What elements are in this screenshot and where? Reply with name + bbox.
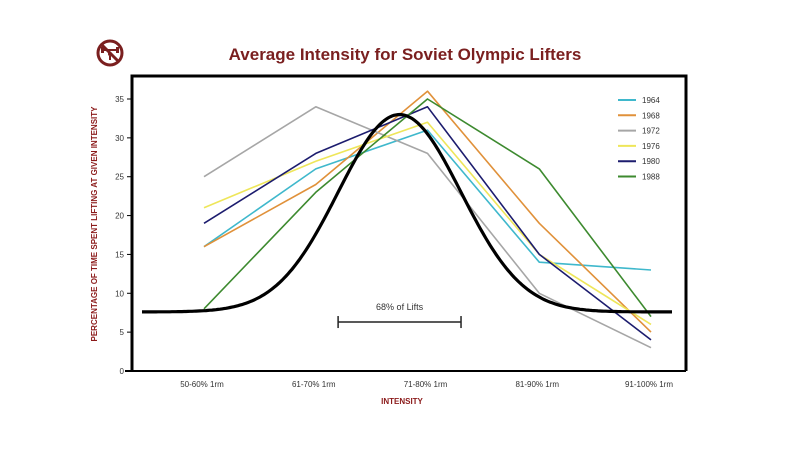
y-tick-label: 15 (115, 250, 124, 259)
y-tick-label: 10 (115, 289, 124, 298)
x-axis-ticks: 50-60% 1rm 61-70% 1rm 71-80% 1rm 81-90% 1rm… (180, 380, 673, 389)
y-tick-label: 30 (115, 134, 124, 143)
legend-label-1964: 1964 (642, 96, 660, 105)
y-axis-ticks: 0 5 10 15 20 25 30 35 (115, 95, 132, 376)
x-tick-label: 81-90% 1rm (515, 380, 559, 389)
series-line-1972 (203, 106, 652, 349)
y-axis-label: PERCENTAGE OF TIME SPENT LIFTING AT GIVE… (90, 106, 99, 342)
series-line-1964 (203, 129, 652, 271)
annotation-68-percent: 68% of Lifts (337, 302, 462, 329)
legend-label-1968: 1968 (642, 111, 660, 120)
x-tick-label: 50-60% 1rm (180, 380, 224, 389)
annotation-label: 68% of Lifts (376, 302, 424, 312)
legend-label-1972: 1972 (642, 127, 660, 136)
chart-title: Average Intensity for Soviet Olympic Lif… (229, 45, 582, 64)
x-axis-label: INTENSITY (381, 397, 423, 406)
x-tick-label: 91-100% 1rm (625, 380, 673, 389)
legend: 1964 1968 1972 1976 1980 1988 (618, 96, 660, 182)
series-lines (203, 90, 652, 349)
y-tick-label: 0 (120, 367, 125, 376)
y-tick-label: 20 (115, 212, 124, 221)
normal-curve-line (142, 112, 672, 314)
x-tick-label: 61-70% 1rm (292, 380, 336, 389)
legend-label-1980: 1980 (642, 157, 660, 166)
series-line-1980 (203, 106, 652, 341)
legend-label-1976: 1976 (642, 142, 660, 151)
series-line-1968 (203, 90, 652, 333)
y-tick-label: 5 (120, 328, 125, 337)
x-tick-label: 71-80% 1rm (404, 380, 448, 389)
plot-frame (130, 74, 688, 371)
weightlifter-prohibited-icon (96, 39, 124, 67)
y-tick-label: 35 (115, 95, 124, 104)
legend-label-1988: 1988 (642, 173, 660, 182)
series-line-1988 (203, 98, 652, 318)
y-tick-label: 25 (115, 173, 124, 182)
